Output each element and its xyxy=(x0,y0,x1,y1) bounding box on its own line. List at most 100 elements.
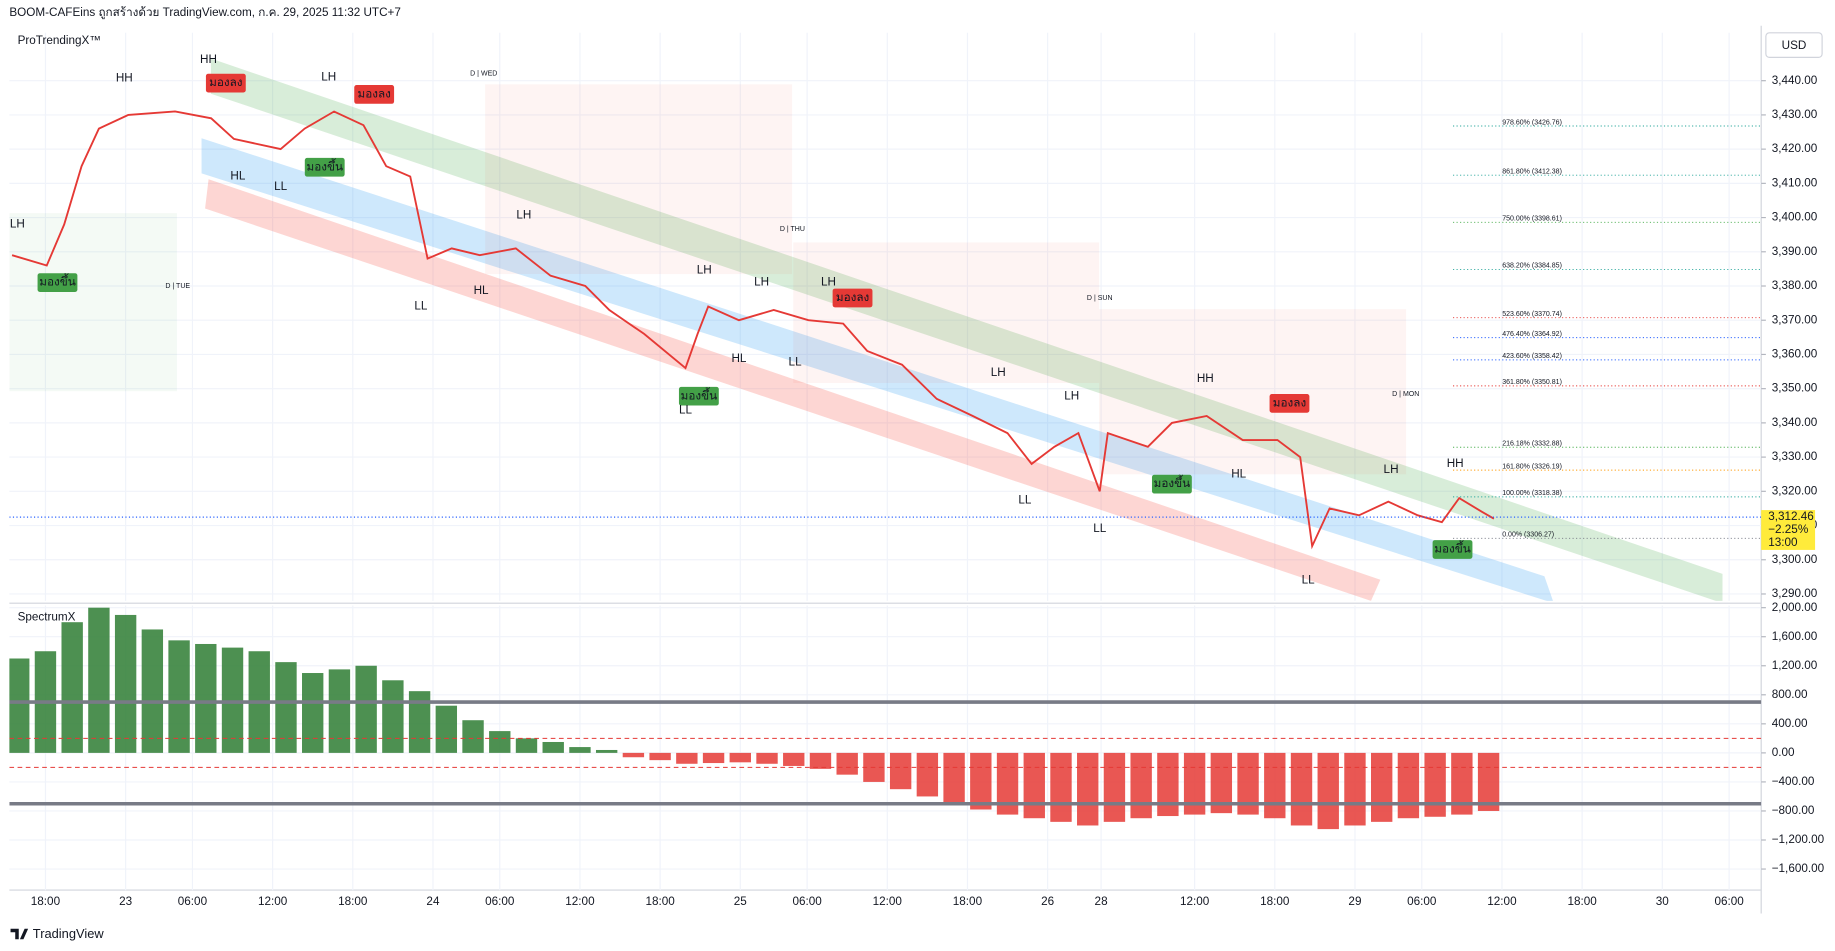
price-pane: 978.60% (3426.76) 861.80% (3412.38) 750.00… xyxy=(9,53,1762,586)
annotation: LL xyxy=(679,403,693,416)
annotation: D | WED xyxy=(470,71,497,78)
fib-label: 0.00% (3306.27) xyxy=(1502,532,1554,539)
signal-box xyxy=(304,157,345,177)
histogram-bar xyxy=(1264,752,1286,819)
fib-label: 861.80% (3412.38) xyxy=(1502,169,1562,176)
signal-label: มองลง xyxy=(1273,396,1306,409)
brand-logo xyxy=(10,928,29,940)
y-tick-label: 1,600.00 xyxy=(1772,630,1818,643)
signal-label: มองขึ้น xyxy=(1434,540,1470,556)
histogram-bar xyxy=(1130,752,1152,819)
price-change: −2.25% xyxy=(1768,523,1808,536)
histogram-bar xyxy=(809,752,832,769)
fib-label: 523.60% (3370.74) xyxy=(1502,311,1562,318)
histogram-bar xyxy=(1210,752,1233,814)
fib-label: 978.60% (3426.76) xyxy=(1502,119,1562,126)
y-tick-label: 3,400.00 xyxy=(1772,211,1818,224)
histogram-bar xyxy=(382,680,404,753)
annotation: D | THU xyxy=(780,226,805,233)
signal-box xyxy=(1432,540,1473,559)
annotation: LH xyxy=(991,366,1006,379)
fib-label: 100.00% (3318.38) xyxy=(1502,490,1562,497)
histogram-bar xyxy=(88,607,110,753)
histogram-bar xyxy=(221,647,244,753)
y-tick-label: 3,330.00 xyxy=(1772,450,1818,463)
signal-box xyxy=(37,273,78,292)
annotation: D | TUE xyxy=(165,283,190,290)
y-tick-label: −400.00 xyxy=(1772,775,1815,788)
day-box xyxy=(9,213,177,392)
oscillator-pane xyxy=(9,607,1762,830)
price-line xyxy=(11,110,1495,550)
y-tick-label: 3,320.00 xyxy=(1772,484,1818,497)
histogram-bar xyxy=(1077,752,1099,826)
fib-label: 216.18% (3332.88) xyxy=(1502,441,1562,448)
y-tick-label: 3,420.00 xyxy=(1772,142,1818,155)
y-tick-label: 3,290.00 xyxy=(1772,587,1818,600)
x-tick-label: 12:00 xyxy=(565,895,595,908)
annotation: HL xyxy=(1231,468,1246,481)
x-tick-label: 06:00 xyxy=(1407,895,1437,908)
histogram-bar xyxy=(489,731,511,753)
histogram-bar xyxy=(1237,752,1259,815)
y-tick-label: −800.00 xyxy=(1772,804,1815,817)
x-tick-label: 18:00 xyxy=(1567,895,1597,908)
x-tick-label: 12:00 xyxy=(258,895,288,908)
histogram-bar xyxy=(1370,752,1393,822)
histogram-bar xyxy=(114,614,137,753)
histogram-bar xyxy=(1477,752,1500,811)
channel-band xyxy=(205,179,1381,601)
histogram-bar xyxy=(195,643,217,753)
x-tick-label: 12:00 xyxy=(1487,895,1517,908)
histogram-bar xyxy=(943,752,965,804)
histogram-bar xyxy=(1103,752,1126,822)
x-tick-label: 18:00 xyxy=(31,895,61,908)
axes: 18:00 23 06:00 12:00 18:00 24 06:00 12:00 18:00 2… xyxy=(31,74,1825,908)
currency-button[interactable] xyxy=(1765,32,1823,58)
signal-label: มองลง xyxy=(209,76,242,89)
signal-box xyxy=(205,73,246,93)
annotation: LH xyxy=(821,276,836,289)
annotation: D | MON xyxy=(1392,391,1419,398)
y-tick-label: 3,350.00 xyxy=(1772,382,1818,395)
histogram-bar xyxy=(970,752,992,810)
y-tick-label: 0.00 xyxy=(1772,746,1795,759)
annotation: HL xyxy=(230,170,245,183)
signal-label: มองขึ้น xyxy=(39,273,75,289)
histogram-bar xyxy=(729,752,751,763)
histogram-bar xyxy=(996,752,1019,815)
y-tick-label: 800.00 xyxy=(1772,688,1808,701)
day-box xyxy=(793,242,1100,383)
signal-box xyxy=(1269,394,1310,413)
fib-label: 750.00% (3398.61) xyxy=(1502,216,1562,223)
currency[interactable]: USD xyxy=(1782,39,1807,52)
fib-label: 361.80% (3350.81) xyxy=(1502,379,1562,386)
histogram-bar xyxy=(1023,752,1045,819)
y-tick-label: 3,340.00 xyxy=(1772,416,1818,429)
annotation: LL xyxy=(274,180,288,193)
x-tick-label: 23 xyxy=(119,895,132,908)
pane-title: SpectrumX xyxy=(18,610,76,623)
x-tick-label: 26 xyxy=(1041,895,1054,908)
signal-label: มองขึ้น xyxy=(306,157,342,173)
x-tick-label: 12:00 xyxy=(873,895,903,908)
histogram-bar xyxy=(141,629,164,753)
y-tick-label: −1,200.00 xyxy=(1772,833,1825,846)
annotation: LL xyxy=(1302,573,1316,586)
channel-band xyxy=(210,58,1723,601)
histogram-bar xyxy=(649,752,671,761)
annotation: LL xyxy=(1018,493,1032,506)
annotation: HL xyxy=(474,284,489,297)
x-tick-label: 29 xyxy=(1348,895,1361,908)
histogram-bar xyxy=(9,658,30,753)
histogram-bar xyxy=(702,752,725,764)
histogram-bar xyxy=(302,673,324,753)
signal-box xyxy=(678,386,719,406)
histogram-bar xyxy=(783,752,805,766)
annotation: LH xyxy=(516,208,531,221)
histogram-bar xyxy=(622,752,645,758)
annotation: D | SUN xyxy=(1087,295,1113,302)
